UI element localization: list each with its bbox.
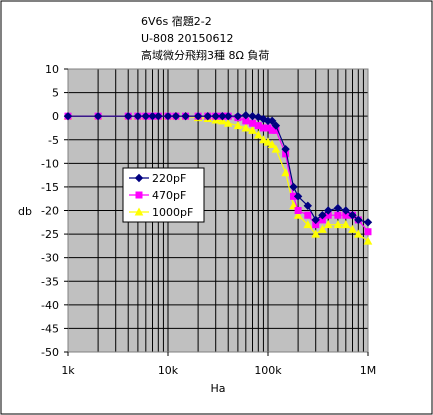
data-point-1000pf bbox=[303, 220, 313, 229]
y-tick-label: -5 bbox=[48, 134, 59, 147]
data-point-220pf bbox=[181, 111, 190, 121]
series-220pf bbox=[63, 111, 373, 227]
data-point-1000pf bbox=[259, 135, 268, 144]
legend-item-1000pf: 1000pF bbox=[129, 206, 193, 219]
data-point-220pf bbox=[341, 206, 351, 215]
data-point-470pf bbox=[334, 211, 342, 219]
title-line-3: 高域微分飛翔3種 8Ω 負荷 bbox=[141, 48, 269, 62]
y-tick-label: -10 bbox=[41, 157, 59, 170]
data-point-220pf bbox=[289, 182, 298, 192]
legend-item-220pf: 220pF bbox=[129, 172, 186, 185]
series-layer bbox=[63, 111, 373, 245]
data-point-220pf bbox=[241, 111, 251, 120]
x-axis-label: Ha bbox=[210, 382, 225, 395]
legend-marker-1000pf bbox=[134, 207, 144, 216]
data-point-1000pf bbox=[363, 236, 373, 245]
data-point-220pf bbox=[363, 218, 373, 227]
data-point-220pf bbox=[148, 111, 157, 121]
y-tick-label: -40 bbox=[41, 299, 59, 312]
data-point-220pf bbox=[318, 211, 327, 220]
data-point-1000pf bbox=[318, 224, 327, 233]
data-point-220pf bbox=[333, 203, 343, 213]
data-point-1000pf bbox=[348, 224, 357, 233]
data-point-220pf bbox=[141, 111, 151, 121]
data-point-220pf bbox=[193, 111, 203, 121]
y-tick-label: 5 bbox=[52, 87, 59, 100]
data-point-220pf bbox=[303, 201, 313, 210]
data-point-1000pf bbox=[248, 125, 257, 134]
data-point-220pf bbox=[223, 111, 233, 121]
data-point-220pf bbox=[211, 111, 220, 121]
y-axis-label: db bbox=[18, 205, 32, 218]
data-point-1000pf bbox=[281, 168, 290, 177]
y-tick-label: 10 bbox=[45, 63, 59, 76]
legend-marker-470pf bbox=[135, 191, 143, 199]
data-point-220pf bbox=[123, 111, 133, 121]
title-line-1: 6V6s 宿題2-2 bbox=[141, 14, 212, 28]
legend-label-1000pf: 1000pF bbox=[152, 206, 193, 219]
y-tick-label: -45 bbox=[41, 322, 59, 335]
data-point-1000pf bbox=[233, 121, 243, 130]
data-point-220pf bbox=[171, 111, 181, 121]
data-point-1000pf bbox=[218, 116, 227, 125]
data-point-470pf bbox=[304, 211, 312, 219]
data-point-220pf bbox=[267, 116, 277, 126]
data-point-1000pf bbox=[253, 130, 263, 139]
legend: 220pF 470pF 1000pF bbox=[122, 167, 205, 223]
data-point-220pf bbox=[93, 111, 103, 121]
y-axis-ticks: 10 5 0 -5 -10 -15 -20 -25 -30 -35 -40 -45 -50 bbox=[41, 63, 68, 359]
y-tick-label: -35 bbox=[41, 275, 59, 288]
x-tick-label: 1M bbox=[360, 364, 377, 377]
data-point-220pf bbox=[311, 215, 320, 225]
data-point-220pf bbox=[233, 111, 243, 121]
x-tick-label: 10k bbox=[158, 364, 179, 377]
data-point-220pf bbox=[293, 192, 303, 201]
data-point-220pf bbox=[163, 111, 173, 121]
data-point-470pf bbox=[294, 207, 302, 214]
data-point-220pf bbox=[63, 111, 73, 121]
data-point-1000pf bbox=[293, 210, 303, 219]
legend-item-470pf: 470pF bbox=[129, 189, 186, 202]
data-point-220pf bbox=[203, 111, 213, 121]
data-point-1000pf bbox=[333, 220, 343, 229]
y-tick-label: 0 bbox=[52, 110, 59, 123]
data-point-220pf bbox=[218, 111, 227, 121]
data-point-1000pf bbox=[353, 229, 363, 238]
x-tick-label: 100k bbox=[254, 364, 282, 377]
chart-title: 6V6s 宿題2-2 U-808 20150612 高域微分飛翔3種 8Ω 負荷 bbox=[141, 14, 269, 62]
data-point-220pf bbox=[248, 111, 257, 121]
data-point-220pf bbox=[323, 206, 333, 215]
y-tick-label: -20 bbox=[41, 205, 59, 218]
data-point-220pf bbox=[154, 111, 163, 121]
data-point-1000pf bbox=[323, 220, 333, 229]
data-point-1000pf bbox=[341, 220, 351, 229]
data-point-1000pf bbox=[267, 139, 277, 148]
y-tick-label: -25 bbox=[41, 228, 59, 241]
data-point-470pf bbox=[249, 119, 257, 127]
x-axis-ticks: 1k 10k 100k 1M bbox=[61, 352, 376, 377]
x-tick-label: 1k bbox=[61, 364, 75, 377]
data-point-1000pf bbox=[311, 229, 321, 238]
data-point-1000pf bbox=[241, 123, 251, 132]
legend-label-220pf: 220pF bbox=[152, 172, 186, 185]
data-point-220pf bbox=[281, 144, 290, 154]
title-line-2: U-808 20150612 bbox=[141, 32, 234, 45]
data-point-1000pf bbox=[223, 118, 233, 127]
y-tick-label: -30 bbox=[41, 252, 59, 265]
data-point-220pf bbox=[348, 211, 357, 220]
data-point-220pf bbox=[133, 111, 143, 121]
data-point-1000pf bbox=[271, 144, 281, 153]
y-tick-label: -15 bbox=[41, 181, 59, 194]
legend-label-470pf: 470pF bbox=[152, 189, 186, 202]
data-point-1000pf bbox=[263, 137, 273, 146]
data-point-220pf bbox=[354, 215, 363, 225]
y-tick-label: -50 bbox=[41, 346, 59, 359]
data-point-220pf bbox=[271, 121, 281, 130]
data-point-470pf bbox=[364, 228, 372, 236]
legend-marker-220pf bbox=[134, 173, 144, 183]
